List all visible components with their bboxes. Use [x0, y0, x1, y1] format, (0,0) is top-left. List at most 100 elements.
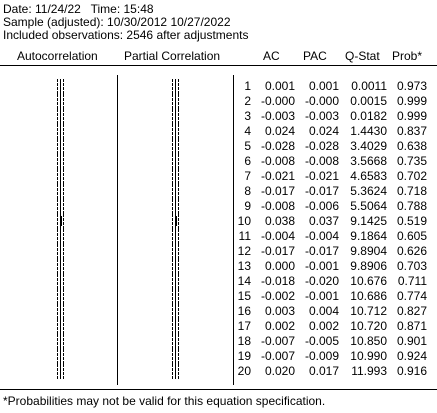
qstat-cell: 5.3624: [350, 184, 387, 198]
observations-line: Included observations: 2546 after adjust…: [3, 28, 249, 42]
qstat-cell: 9.1864: [350, 229, 387, 243]
partial-correlation-bar: [175, 351, 176, 361]
pac-cell: 0.004: [308, 304, 339, 318]
partial-correlation-bar-cell: [0, 244, 437, 259]
autocorrelation-confidence-bound: [63, 274, 64, 289]
partial-correlation-bar-cell: [0, 184, 437, 199]
pac-cell: -0.028: [304, 139, 339, 153]
partial-correlation-panel-divider: [233, 75, 234, 385]
autocorrelation-bar: [60, 81, 61, 91]
partial-correlation-confidence-bound: [172, 139, 173, 154]
ac-cell: 0.001: [264, 79, 295, 93]
lag-cell: 4: [244, 124, 251, 138]
autocorrelation-bar: [60, 171, 61, 181]
partial-correlation-bar-cell: [0, 259, 437, 274]
autocorrelation-confidence-bound: [63, 154, 64, 169]
autocorrelation-bar: [60, 216, 62, 226]
lag-cell: 8: [244, 184, 251, 198]
autocorrelation-confidence-bound: [63, 199, 64, 214]
autocorrelation-bar: [60, 201, 61, 211]
partial-correlation-confidence-bound: [172, 289, 173, 304]
prob-cell: 0.837: [396, 124, 427, 138]
ac-cell: -0.003: [260, 109, 295, 123]
autocorrelation-bar: [60, 291, 61, 301]
autocorrelation-bar: [60, 276, 61, 286]
partial-correlation-bar: [175, 291, 176, 301]
ac-header: AC: [263, 49, 280, 63]
partial-correlation-bar-cell: [0, 94, 437, 109]
table-row: 7 -0.021 -0.021 4.6583 0.702: [0, 169, 437, 184]
lag-cell: 16: [237, 304, 251, 318]
ac-cell: -0.008: [260, 199, 295, 213]
autocorrelation-bar-cell: [0, 154, 437, 169]
autocorrelation-bar: [60, 96, 61, 106]
partial-correlation-confidence-bound: [172, 259, 173, 274]
table-row: 18 -0.007 -0.005 10.850 0.901: [0, 334, 437, 349]
table-row: 8 -0.017 -0.017 5.3624 0.718: [0, 184, 437, 199]
autocorrelation-bar-cell: [0, 109, 437, 124]
pac-cell: -0.017: [304, 244, 339, 258]
autocorrelation-bar-cell: [0, 229, 437, 244]
autocorrelation-bar-cell: [0, 169, 437, 184]
prob-header: Prob*: [392, 49, 423, 63]
table-row: 14 -0.018 -0.020 10.676 0.711: [0, 274, 437, 289]
autocorrelation-bar: [60, 141, 61, 151]
partial-correlation-bar: [175, 336, 176, 346]
autocorrelation-bar: [60, 186, 61, 196]
partial-correlation-confidence-bound: [172, 304, 173, 319]
partial-correlation-confidence-bound: [178, 349, 179, 364]
lag-cell: 17: [237, 319, 251, 333]
pac-cell: -0.017: [304, 184, 339, 198]
lag-cell: 12: [237, 244, 251, 258]
partial-correlation-bar-cell: [0, 289, 437, 304]
partial-correlation-bar: [175, 141, 176, 151]
pac-cell: -0.001: [304, 259, 339, 273]
partial-correlation-bar-cell: [0, 124, 437, 139]
autocorrelation-bar: [60, 231, 61, 241]
ac-cell: -0.021: [260, 169, 295, 183]
autocorrelation-confidence-bound: [57, 199, 58, 214]
autocorrelation-bar-cell: [0, 304, 437, 319]
qstat-cell: 4.6583: [350, 169, 387, 183]
partial-correlation-confidence-bound: [172, 274, 173, 289]
sample-line: Sample (adjusted): 10/30/2012 10/27/2022: [3, 15, 231, 29]
partial-correlation-bar-cell: [0, 139, 437, 154]
autocorrelation-confidence-bound: [57, 364, 58, 379]
prob-cell: 0.703: [396, 259, 427, 273]
table-row: 3 -0.003 -0.003 0.0182 0.999: [0, 109, 437, 124]
lag-cell: 14: [237, 274, 251, 288]
autocorrelation-bar-cell: [0, 94, 437, 109]
partial-correlation-confidence-bound: [178, 304, 179, 319]
partial-correlation-bar-cell: [0, 319, 437, 334]
prob-cell: 0.973: [396, 79, 427, 93]
partial-correlation-confidence-bound: [172, 349, 173, 364]
autocorrelation-confidence-bound: [57, 229, 58, 244]
partial-correlation-confidence-bound: [172, 364, 173, 379]
autocorrelation-confidence-bound: [63, 364, 64, 379]
partial-correlation-bar: [175, 186, 176, 196]
partial-correlation-bar: [175, 306, 176, 316]
partial-correlation-confidence-bound: [178, 319, 179, 334]
pac-cell: 0.001: [308, 79, 339, 93]
autocorrelation-confidence-bound: [63, 79, 64, 94]
qstat-cell: 10.712: [350, 304, 387, 318]
prob-cell: 0.702: [396, 169, 427, 183]
partial-correlation-confidence-bound: [178, 259, 179, 274]
partial-correlation-confidence-bound: [178, 139, 179, 154]
partial-correlation-bar: [175, 261, 176, 271]
partial-correlation-bar-cell: [0, 349, 437, 364]
qstat-cell: 10.720: [350, 319, 387, 333]
partial-correlation-confidence-bound: [178, 229, 179, 244]
ac-cell: -0.007: [260, 349, 295, 363]
pac-cell: -0.004: [304, 229, 339, 243]
autocorrelation-confidence-bound: [63, 304, 64, 319]
table-row: 6 -0.008 -0.008 3.5668 0.735: [0, 154, 437, 169]
ac-cell: -0.017: [260, 184, 295, 198]
ac-cell: -0.018: [260, 274, 295, 288]
autocorrelation-confidence-bound: [57, 214, 58, 229]
pac-cell: -0.008: [304, 154, 339, 168]
table-row: 13 0.000 -0.001 9.8906 0.703: [0, 259, 437, 274]
autocorrelation-confidence-bound: [57, 304, 58, 319]
autocorrelation-bar: [60, 306, 61, 316]
